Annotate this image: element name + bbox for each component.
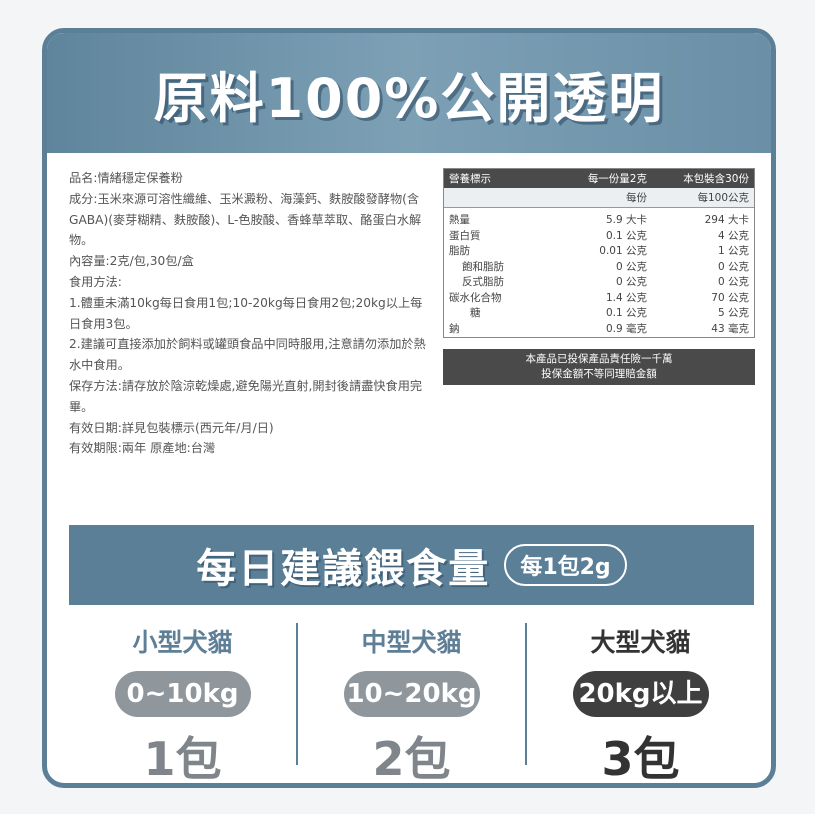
info-line: 內容量:2克/包,30包/盒: [69, 254, 194, 269]
tier-divider: [296, 623, 298, 765]
tier-medium: 中型犬貓 10~20kg 2包: [298, 619, 525, 783]
tier-amount: 3包: [601, 732, 680, 786]
tier-label: 小型犬貓: [132, 628, 233, 657]
tier-weight-range: 10~20kg: [343, 671, 480, 717]
nutrition-serving-size: 每一份量2克: [554, 169, 652, 188]
tier-label: 中型犬貓: [361, 628, 462, 657]
nutrient-serving: 0 公克: [615, 276, 647, 288]
nutrition-col-per: 每份: [554, 188, 652, 208]
daily-feeding-banner: 每日建議餵食量 每1包2g: [69, 525, 754, 605]
table-row: 鈉 0.9 毫克 43 毫克: [444, 322, 754, 338]
tier-weight-range: 0~10kg: [114, 671, 251, 717]
nutrition-servings-count: 本包裝含30份: [652, 169, 754, 188]
insurance-notice: 本產品已投保產品責任險一千萬 投保金額不等同理賠金額: [443, 349, 755, 385]
info-line: 有效期限:兩年 原產地:台灣: [69, 441, 216, 456]
nutrition-col-per100: 每100公克: [652, 188, 754, 208]
info-line: 2.建議可直接添加於飼料或罐頭食品中同時服用,注意請勿添加於熱水中食用。: [69, 337, 426, 373]
table-row: 糖 0.1 公克 5 公克: [444, 306, 754, 322]
nutrient-name: 碳水化合物: [449, 291, 502, 304]
daily-title: 每日建議餵食量: [196, 546, 491, 592]
nutrient-per100: 1 公克: [717, 245, 749, 257]
hero-banner: 原料100%公開透明: [47, 33, 771, 153]
tier-weight-range: 20kg以上: [572, 671, 709, 717]
info-line: 1.體重未滿10kg每日食用1包;10-20kg每日食用2包;20kg以上每日食…: [69, 295, 423, 331]
insurance-line: 本產品已投保產品責任險一千萬: [525, 353, 673, 365]
nutrient-name: 糖: [470, 307, 481, 319]
nutrient-per100: 70 公克: [711, 291, 749, 304]
nutrient-name: 飽和脂肪: [462, 260, 504, 273]
nutrient-name: 脂肪: [449, 245, 470, 257]
table-row: 脂肪 0.01 公克 1 公克: [444, 244, 754, 260]
tier-amount: 1包: [143, 732, 222, 786]
nutrient-name: 反式脂肪: [462, 276, 504, 288]
tier-small: 小型犬貓 0~10kg 1包: [69, 619, 296, 783]
nutrient-serving: 1.4 公克: [605, 291, 647, 304]
nutrient-serving: 5.9 大卡: [605, 214, 647, 226]
nutrient-serving: 0.1 公克: [605, 229, 647, 242]
nutrition-title: 營養標示: [444, 169, 554, 188]
info-line: 有效日期:詳見包裝標示(西元年/月/日): [69, 420, 274, 435]
nutrient-per100: 0 公克: [717, 260, 749, 273]
nutrient-name: 鈉: [449, 322, 460, 335]
nutrient-serving: 0 公克: [615, 260, 647, 273]
nutrient-per100: 294 大卡: [704, 214, 749, 226]
tier-divider: [525, 623, 527, 765]
table-row: 飽和脂肪 0 公克 0 公克: [444, 260, 754, 276]
info-line: 品名:情緒穩定保養粉: [69, 171, 183, 185]
insurance-line: 投保金額不等同理賠金額: [541, 368, 657, 380]
table-row: 反式脂肪 0 公克 0 公克: [444, 275, 754, 291]
info-line: 保存方法:請存放於陰涼乾燥處,避免陽光直射,開封後請盡快食用完畢。: [69, 378, 423, 414]
tier-large: 大型犬貓 20kg以上 3包: [527, 619, 754, 783]
nutrient-per100: 4 公克: [717, 229, 749, 242]
tier-amount: 2包: [372, 732, 451, 786]
nutrient-per100: 0 公克: [717, 276, 749, 288]
nutrition-facts: 營養標示 每一份量2克 本包裝含30份 每份 每100公克 熱量 5.9 大卡 …: [443, 168, 755, 385]
info-line: 成分:玉米來源可溶性纖維、玉米澱粉、海藻鈣、麩胺酸發酵物(含GABA)(麥芽糊精…: [69, 191, 422, 248]
product-card: 原料100%公開透明 品名:情緒穩定保養粉 成分:玉米來源可溶性纖維、玉米澱粉、…: [42, 28, 776, 788]
nutrient-per100: 43 毫克: [711, 322, 749, 335]
product-info: 品名:情緒穩定保養粉 成分:玉米來源可溶性纖維、玉米澱粉、海藻鈣、麩胺酸發酵物(…: [69, 168, 429, 459]
tier-label: 大型犬貓: [590, 628, 691, 657]
nutrient-name: 蛋白質: [449, 229, 481, 242]
info-line: 食用方法:: [69, 274, 122, 289]
daily-dose-pill: 每1包2g: [504, 544, 627, 586]
nutrient-serving: 0.01 公克: [599, 245, 647, 257]
nutrient-per100: 5 公克: [717, 307, 749, 319]
table-row: 熱量 5.9 大卡 294 大卡: [444, 213, 754, 229]
feeding-tiers: 小型犬貓 0~10kg 1包 中型犬貓 10~20kg 2包 大型犬貓 20kg…: [69, 619, 754, 783]
table-row: 蛋白質 0.1 公克 4 公克: [444, 229, 754, 245]
hero-title: 原料100%公開透明: [153, 66, 665, 130]
nutrient-serving: 0.1 公克: [605, 307, 647, 319]
table-row: 碳水化合物 1.4 公克 70 公克: [444, 291, 754, 307]
nutrient-name: 熱量: [449, 214, 470, 226]
nutrient-serving: 0.9 毫克: [605, 322, 647, 335]
